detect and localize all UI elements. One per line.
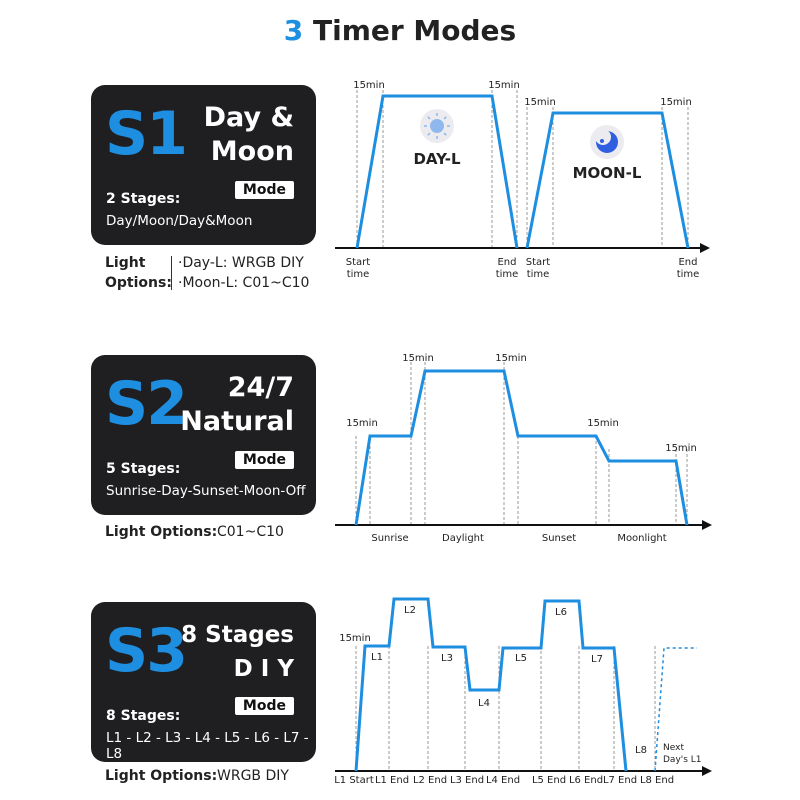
s2-options-label: Light Options: (105, 524, 218, 540)
duration-label: 15min (665, 443, 697, 454)
sun-icon-core (430, 119, 444, 133)
sun-ray (443, 132, 447, 136)
s1-options: ·Day-L: WRGB DIY ·Moon-L: C01~C10 (178, 255, 310, 291)
s2-card: S2 24/7 Natural Mode 5 Stages: Sunrise-Day… (91, 355, 316, 515)
mode-code: S3 (105, 616, 188, 686)
axis-label: L1 End (375, 775, 409, 786)
axis-label: L1 Start (334, 775, 374, 786)
level-label: L7 (591, 654, 603, 665)
sun-ray (427, 132, 431, 136)
axis-label: Daylight (442, 533, 484, 544)
moon-label: MOON-L (573, 164, 642, 182)
axis-label: Sunset (542, 533, 576, 544)
duration-label: 15min (587, 418, 619, 429)
level-label: L8 (635, 745, 647, 756)
s1-card: S1 Day & Moon Mode 2 Stages: Day/Moon/Day&… (91, 85, 316, 245)
level-label: L6 (555, 607, 567, 618)
moon-icon-cut (595, 129, 611, 145)
duration-label: 15min (495, 353, 527, 364)
level-label: L2 (404, 605, 416, 616)
sun-ray (427, 116, 431, 120)
axis-label: L3 End (450, 775, 484, 786)
mode-name: 8 Stages D I Y Mode (181, 622, 294, 715)
axis-label: time (496, 269, 519, 280)
duration-label: 15min (488, 80, 520, 91)
axis-label: Sunrise (371, 533, 408, 544)
mode-badge: Mode (234, 181, 294, 199)
axis-label: time (677, 269, 700, 280)
s1-axis-arrow (700, 243, 710, 253)
stages-list: L1 - L2 - L3 - L4 - L5 - L6 - L7 - L8 (106, 730, 309, 762)
day-curve (355, 94, 519, 249)
axis-label: Moonlight (617, 533, 666, 544)
mode-name: Day & Moon Mode (203, 102, 294, 199)
s1-options-label: Light Options: (105, 255, 172, 291)
duration-label: 15min (353, 80, 385, 91)
mode-code: S1 (105, 99, 188, 169)
duration-label: 15min (524, 97, 556, 108)
next-day-label: Next (663, 743, 684, 753)
stages-title: 5 Stages: (106, 461, 181, 477)
mode-code: S2 (105, 369, 188, 439)
diy-curve (354, 597, 628, 772)
stages-title: 2 Stages: (106, 191, 181, 207)
mode-badge: Mode (234, 451, 294, 469)
axis-label: L6 End (569, 775, 603, 786)
level-label: L5 (515, 653, 527, 664)
mode-badge: Mode (234, 697, 294, 715)
level-label: L3 (441, 653, 453, 664)
mode-name: 24/7 Natural Mode (180, 372, 294, 469)
s3-card: S3 8 Stages D I Y Mode 8 Stages: L1 - L2 -… (91, 602, 316, 762)
stages-list: Day/Moon/Day&Moon (106, 213, 253, 229)
axis-label: L5 End (532, 775, 566, 786)
next-day-label: Day's L1 (663, 755, 702, 765)
stages-list: Sunrise-Day-Sunset-Moon-Off (106, 483, 306, 499)
s2-options: C01~C10 (217, 524, 284, 540)
natural-curve (354, 369, 689, 526)
s3-options-label: Light Options: (105, 768, 218, 784)
duration-label: 15min (660, 97, 692, 108)
axis-label: L8 End (640, 775, 674, 786)
divider (171, 256, 172, 290)
axis-label: L2 End (413, 775, 447, 786)
level-label: L1 (371, 652, 383, 663)
axis-label: L4 End (486, 775, 520, 786)
axis-label: Start (346, 257, 371, 268)
day-label: DAY-L (413, 150, 461, 168)
axis-label: Start (526, 257, 551, 268)
page-title: 3 Timer Modes (283, 14, 517, 47)
s2-axis-arrow (702, 520, 712, 530)
axis-label: time (527, 269, 550, 280)
s3-axis-arrow (702, 766, 712, 776)
duration-label: 15min (346, 418, 378, 429)
moon-curve (525, 111, 690, 249)
stages-title: 8 Stages: (106, 708, 181, 724)
duration-label: 15min (402, 353, 434, 364)
duration-label: 15min (339, 633, 371, 644)
moon-icon-dot (600, 139, 604, 143)
axis-label: time (347, 269, 370, 280)
axis-label: End (497, 257, 516, 268)
axis-label: End (678, 257, 697, 268)
sun-ray (443, 116, 447, 120)
level-label: L4 (478, 698, 490, 709)
axis-label: L7 End (603, 775, 637, 786)
s3-options: WRGB DIY (217, 768, 289, 784)
next-day-curve (654, 647, 697, 772)
